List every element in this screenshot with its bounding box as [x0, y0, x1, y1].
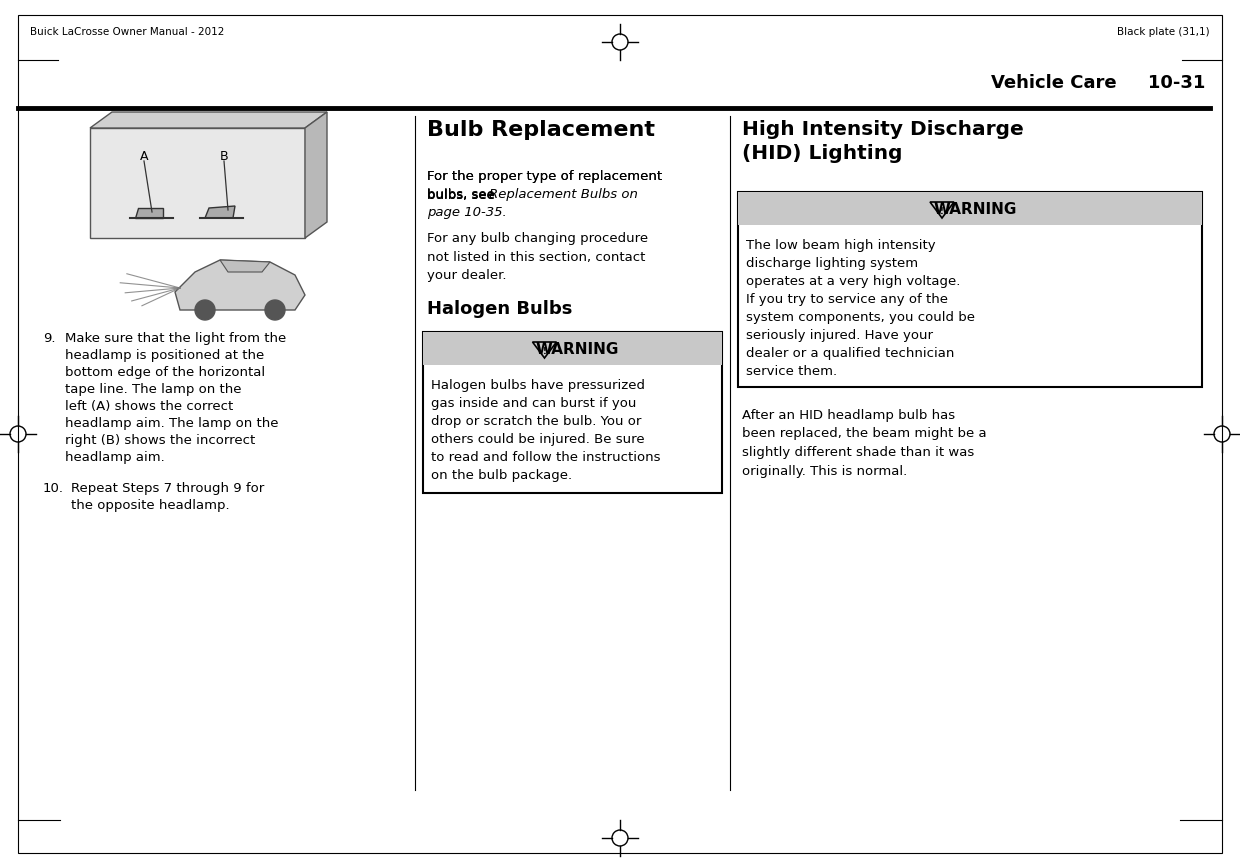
- Bar: [91, 128, 305, 238]
- Text: Repeat Steps 7 through 9 for: Repeat Steps 7 through 9 for: [71, 482, 264, 495]
- Text: Black plate (31,1): Black plate (31,1): [1117, 27, 1210, 37]
- Bar: [423, 332, 722, 365]
- Text: !: !: [543, 346, 547, 356]
- Text: right (B) shows the incorrect: right (B) shows the incorrect: [64, 434, 255, 447]
- Text: High Intensity Discharge
(HID) Lighting: High Intensity Discharge (HID) Lighting: [742, 120, 1024, 163]
- Text: page 10-35.: page 10-35.: [427, 206, 507, 219]
- Text: the opposite headlamp.: the opposite headlamp.: [71, 499, 229, 512]
- Circle shape: [195, 300, 215, 320]
- Text: 9.: 9.: [43, 332, 56, 345]
- Bar: [738, 192, 1202, 387]
- Text: Buick LaCrosse Owner Manual - 2012: Buick LaCrosse Owner Manual - 2012: [30, 27, 224, 37]
- Text: Replacement Bulbs on: Replacement Bulbs on: [489, 188, 637, 201]
- Polygon shape: [305, 112, 327, 238]
- Text: !: !: [940, 207, 944, 215]
- Text: left (A) shows the correct: left (A) shows the correct: [64, 400, 233, 413]
- Text: For any bulb changing procedure
not listed in this section, contact
your dealer.: For any bulb changing procedure not list…: [427, 232, 649, 282]
- Polygon shape: [205, 206, 236, 218]
- Text: Halogen bulbs have pressurized
gas inside and can burst if you
drop or scratch t: Halogen bulbs have pressurized gas insid…: [432, 379, 661, 482]
- Text: WARNING: WARNING: [934, 201, 1017, 216]
- Text: headlamp aim. The lamp on the: headlamp aim. The lamp on the: [64, 417, 279, 430]
- Text: For the proper type of replacement
bulbs, see: For the proper type of replacement bulbs…: [427, 170, 662, 201]
- Polygon shape: [175, 260, 305, 310]
- Text: Make sure that the light from the: Make sure that the light from the: [64, 332, 286, 345]
- Text: tape line. The lamp on the: tape line. The lamp on the: [64, 383, 242, 396]
- Text: Bulb Replacement: Bulb Replacement: [427, 120, 655, 140]
- Bar: [738, 192, 1202, 225]
- Text: Halogen Bulbs: Halogen Bulbs: [427, 300, 573, 318]
- Text: After an HID headlamp bulb has
been replaced, the beam might be a
slightly diffe: After an HID headlamp bulb has been repl…: [742, 409, 987, 477]
- Text: headlamp is positioned at the: headlamp is positioned at the: [64, 349, 264, 362]
- Circle shape: [265, 300, 285, 320]
- Text: WARNING: WARNING: [536, 341, 619, 357]
- Text: headlamp aim.: headlamp aim.: [64, 451, 165, 464]
- Text: For the proper type of replacement: For the proper type of replacement: [427, 170, 662, 183]
- Bar: [423, 332, 722, 493]
- Polygon shape: [219, 260, 270, 272]
- Polygon shape: [135, 208, 162, 218]
- Text: The low beam high intensity
discharge lighting system
operates at a very high vo: The low beam high intensity discharge li…: [746, 239, 975, 378]
- Text: bulbs, see: bulbs, see: [427, 188, 500, 201]
- Polygon shape: [91, 112, 327, 128]
- Text: 10.: 10.: [43, 482, 64, 495]
- Text: Vehicle Care     10-31: Vehicle Care 10-31: [991, 74, 1205, 92]
- Text: A: A: [140, 150, 149, 163]
- Text: bulbs, see: bulbs, see: [427, 189, 500, 202]
- Text: B: B: [219, 150, 228, 163]
- Text: bottom edge of the horizontal: bottom edge of the horizontal: [64, 366, 265, 379]
